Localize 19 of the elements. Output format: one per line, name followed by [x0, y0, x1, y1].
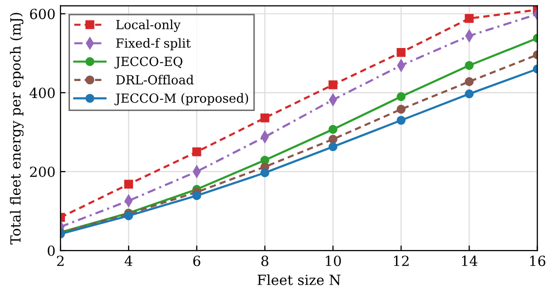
x-tick-label: 2 [57, 256, 64, 266]
x-axis-title: Fleet size N [258, 274, 340, 286]
y-tick-label: 200 [30, 166, 55, 178]
legend-label: Fixed-f split [116, 38, 191, 50]
legend-label: Local-only [116, 20, 181, 32]
x-tick-label: 4 [124, 256, 132, 266]
x-tick-label: 8 [261, 256, 268, 266]
x-tick-label: 16 [530, 256, 546, 266]
x-tick-label: 12 [394, 256, 409, 266]
y-tick-label: 600 [30, 8, 55, 20]
x-tick-label: 14 [462, 256, 478, 266]
x-tick-label: 6 [193, 256, 200, 266]
x-tick-label: 10 [326, 256, 341, 266]
y-axis-title: Total fleet energy per epoch (mJ) [10, 12, 24, 244]
legend-label: JECCO-M (proposed) [114, 93, 248, 106]
legend-label: DRL-Offload [116, 74, 194, 85]
legend-label: JECCO-EQ [114, 56, 182, 69]
y-tick-label: 400 [30, 88, 55, 98]
y-tick-label: 0 [48, 245, 55, 256]
